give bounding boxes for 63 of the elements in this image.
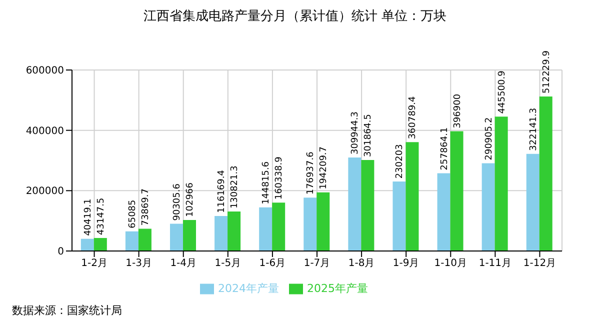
- data-label: 301864.5: [364, 114, 374, 157]
- data-label: 396900: [452, 94, 463, 128]
- x-tick-label: 1-9月: [392, 258, 420, 270]
- bar: [80, 238, 94, 251]
- x-tick-label: 1-5月: [214, 258, 242, 270]
- legend-label: 2025年产量: [307, 282, 368, 295]
- x-tick-label: 1-8月: [348, 258, 375, 270]
- bar: [450, 131, 464, 251]
- bar: [392, 182, 406, 251]
- data-label: 90305.6: [172, 183, 182, 221]
- bar: [361, 160, 374, 251]
- bar: [170, 224, 183, 251]
- x-tick-label: 1-12月: [523, 258, 556, 270]
- bar: [539, 96, 552, 251]
- chart-title: 江西省集成电路产量分月（累计值）统计 单位：万块: [142, 8, 448, 26]
- bar: [94, 238, 107, 251]
- bar: [214, 216, 228, 251]
- data-label: 40419.1: [83, 198, 94, 236]
- source-note: 数据来源：国家统计局: [12, 303, 122, 318]
- data-label: 65085: [128, 200, 138, 228]
- data-label: 130821.3: [230, 166, 240, 209]
- data-label: 144815.6: [262, 161, 272, 204]
- bar: [348, 158, 362, 251]
- data-label: 43147.5: [96, 198, 106, 235]
- data-label: 290905.2: [484, 117, 494, 160]
- bar: [494, 116, 508, 251]
- data-label: 512229.9: [542, 50, 552, 94]
- data-label: 322141.3: [528, 108, 539, 151]
- bar: [526, 154, 540, 251]
- bar: [183, 220, 196, 251]
- bar: [304, 198, 317, 251]
- data-label: 257864.1: [440, 127, 450, 170]
- data-label: 194209.7: [319, 146, 330, 190]
- bar: [272, 202, 286, 251]
- x-tick-label: 1-6月: [259, 258, 286, 270]
- x-tick-label: 1-11月: [478, 258, 512, 270]
- y-tick-label: 400000: [26, 126, 64, 137]
- bar: [125, 231, 138, 251]
- x-tick-label: 1-4月: [170, 258, 197, 270]
- y-tick-label: 200000: [26, 186, 64, 198]
- bar: [406, 142, 419, 251]
- bar: [316, 192, 330, 251]
- bar: [259, 207, 272, 251]
- data-label: 73869.7: [140, 188, 151, 226]
- data-label: 102966: [186, 182, 196, 217]
- legend-label: 2024年产量: [218, 282, 279, 295]
- x-tick-label: 1-2月: [81, 258, 108, 270]
- data-label: 309944.3: [350, 112, 361, 154]
- data-label: 116169.4: [217, 170, 228, 213]
- data-label: 445500.9: [497, 70, 508, 114]
- x-tick-label: 1-10月: [434, 258, 467, 270]
- bar: [138, 228, 152, 251]
- y-tick-label: 600000: [26, 66, 64, 77]
- x-tick-label: 1-7月: [304, 258, 330, 270]
- data-label: 176937.6: [306, 151, 316, 195]
- data-label: 360789.4: [408, 96, 418, 140]
- data-label: 230203: [395, 144, 406, 179]
- bar: [437, 173, 450, 251]
- bar: [482, 163, 495, 251]
- y-tick-label: 0: [58, 246, 64, 258]
- data-label: 160338.9: [274, 156, 285, 200]
- x-tick-label: 1-3月: [126, 258, 152, 270]
- bar: [228, 212, 241, 251]
